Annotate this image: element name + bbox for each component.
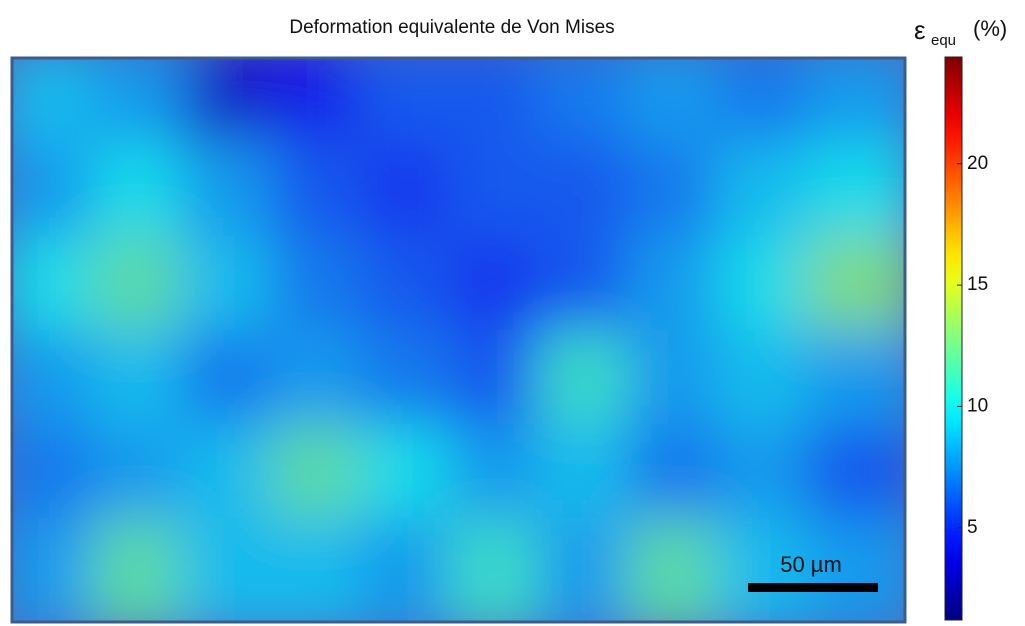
field-cell	[805, 518, 905, 622]
colorbar-tick-label: 15	[967, 274, 988, 295]
strain-field	[12, 58, 905, 622]
chart-title: Deformation equivalente de Von Mises	[289, 17, 614, 38]
colorbar-unit: (%)	[973, 16, 1007, 41]
colorbar-symbol: ε	[914, 15, 926, 45]
scale-bar	[748, 583, 878, 592]
colorbar-tick-label: 10	[967, 395, 988, 416]
colorbar-subscript: equ	[931, 32, 956, 49]
colorbar-tick-label: 20	[967, 153, 988, 174]
scale-bar-label: 50 µm	[780, 552, 842, 577]
colorbar-tick-label: 5	[967, 517, 978, 538]
colorbar	[944, 56, 963, 621]
frame	[10, 56, 907, 624]
field-cells	[12, 58, 905, 622]
